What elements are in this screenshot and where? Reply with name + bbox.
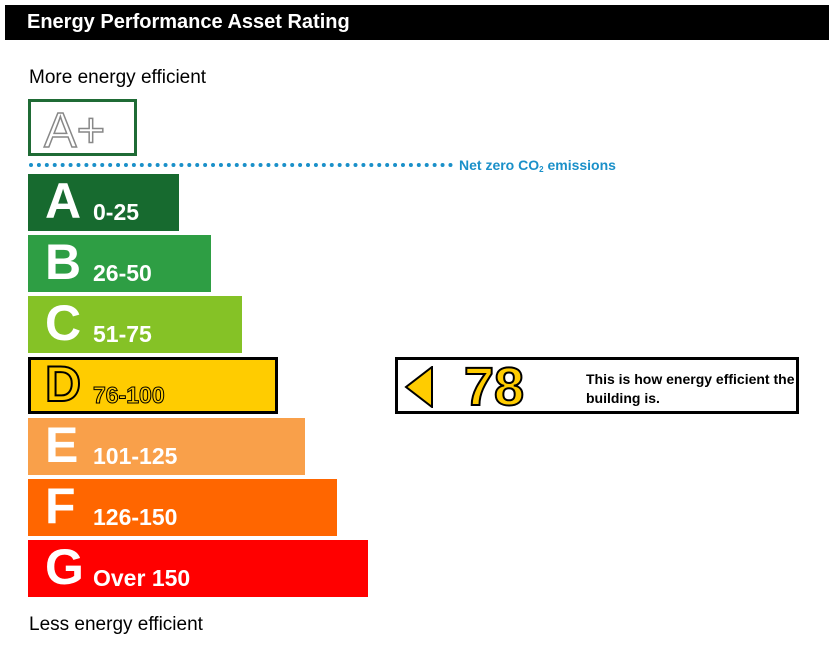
band-range: 76-100 — [93, 382, 166, 409]
band-c: C 51-75 — [28, 295, 242, 353]
band-letter: C — [45, 295, 82, 351]
band-g: G Over 150 — [28, 539, 368, 597]
band-f: F 126-150 — [28, 478, 337, 536]
band-d: D 76-100 — [28, 355, 278, 414]
net-zero-subscript: 2 — [539, 165, 544, 174]
band-range: Over 150 — [93, 565, 191, 591]
net-zero-label: Net zero CO2 emissions — [459, 157, 616, 174]
band-letter: G — [45, 539, 84, 595]
a-plus-glyph: A+ — [43, 103, 106, 153]
band-range: 126-150 — [93, 504, 178, 530]
band-range: 0-25 — [93, 199, 140, 225]
a-plus-label: A+ — [44, 104, 105, 153]
band-range: 51-75 — [93, 321, 152, 347]
band-range: 26-50 — [93, 260, 152, 286]
band-letter: A — [45, 173, 82, 229]
net-zero-divider — [29, 163, 453, 167]
rating-arrow-icon — [404, 366, 433, 408]
net-zero-prefix: Net zero CO — [459, 157, 540, 173]
rating-description: This is how energy efficient the buildin… — [586, 371, 795, 406]
band-letter: E — [45, 417, 79, 473]
less-efficient-caption: Less energy efficient — [29, 614, 203, 635]
page-title: Energy Performance Asset Rating — [5, 5, 829, 40]
current-rating-indicator: 78 This is how energy efficient the buil… — [395, 356, 799, 418]
band-e: E 101-125 — [28, 417, 305, 475]
more-efficient-caption: More energy efficient — [29, 67, 207, 88]
band-a: A 0-25 — [28, 173, 179, 231]
band-b: B 26-50 — [28, 234, 211, 292]
rating-value: 78 — [463, 356, 525, 418]
net-zero-suffix: emissions — [543, 157, 616, 173]
band-letter: D — [44, 355, 82, 413]
a-plus-rating-box: A+ — [28, 99, 137, 156]
band-range: 101-125 — [93, 443, 178, 469]
band-letter: B — [45, 234, 82, 290]
band-letter: F — [45, 478, 76, 534]
